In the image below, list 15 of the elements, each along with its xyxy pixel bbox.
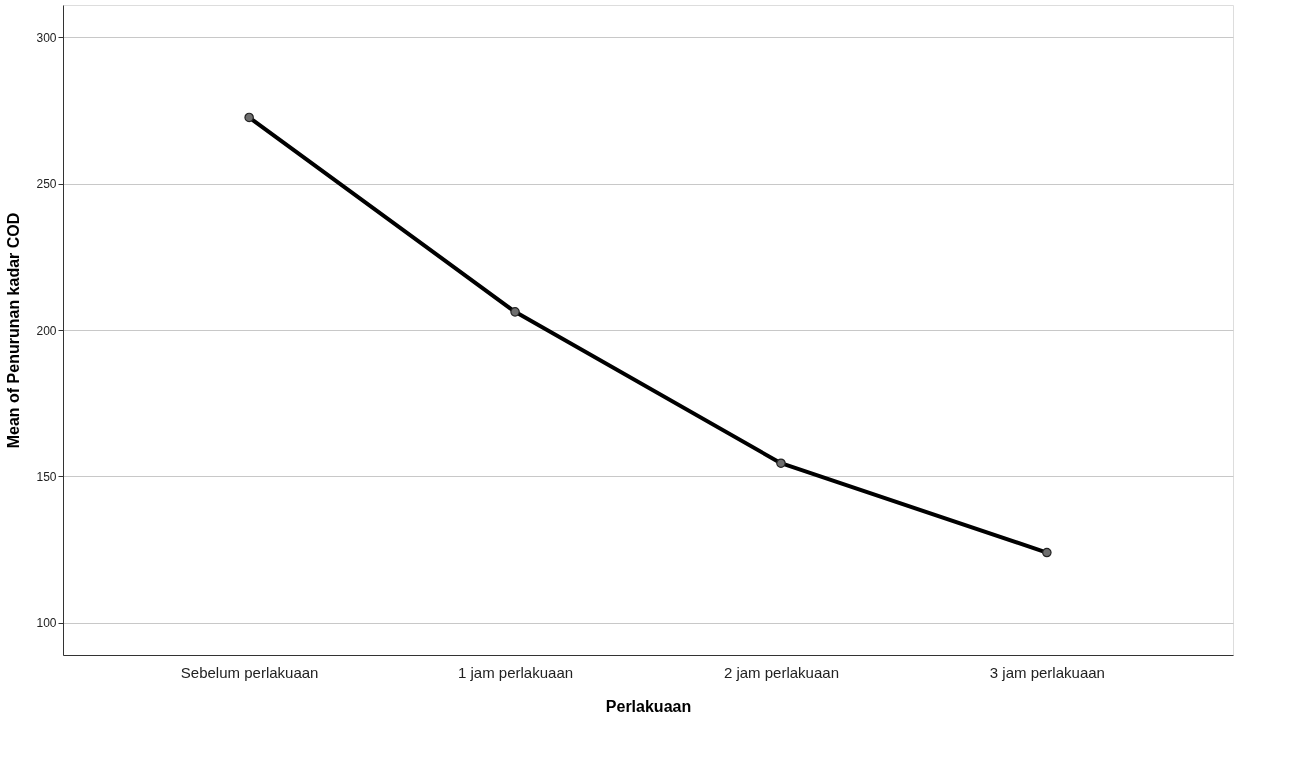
x-tick-label: 1 jam perlakuaan [458,663,574,681]
x-tick-label: Sebelum perlakuaan [180,663,319,681]
y-tick-label: 200 [36,323,57,338]
x-tick-label: 3 jam perlakuaan [989,663,1105,681]
y-tick-label: 250 [36,177,57,192]
y-tick-label: 150 [36,469,57,484]
y-tick-label: 100 [36,616,57,631]
x-axis-title: Perlakuaan [605,697,692,715]
y-axis-title: Mean of Penurunan kadar COD [5,212,23,449]
point [510,307,520,317]
point [1042,547,1052,558]
y-tick-label: 300 [36,30,57,45]
point [776,458,786,468]
x-tick-label: 2 jam perlakuaan [723,663,839,681]
point [244,112,254,123]
